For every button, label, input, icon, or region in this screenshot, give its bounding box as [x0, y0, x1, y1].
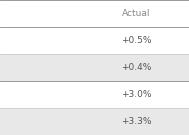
Text: +0.4%: +0.4%	[121, 63, 151, 72]
Text: +3.0%: +3.0%	[121, 90, 151, 99]
Text: +0.5%: +0.5%	[121, 36, 151, 45]
Bar	[0, 81, 189, 108]
Bar	[0, 108, 189, 135]
Bar	[0, 27, 189, 54]
Text: Actual: Actual	[122, 9, 150, 18]
Text: +3.3%: +3.3%	[121, 117, 151, 126]
Bar	[0, 0, 189, 27]
Bar	[0, 54, 189, 81]
